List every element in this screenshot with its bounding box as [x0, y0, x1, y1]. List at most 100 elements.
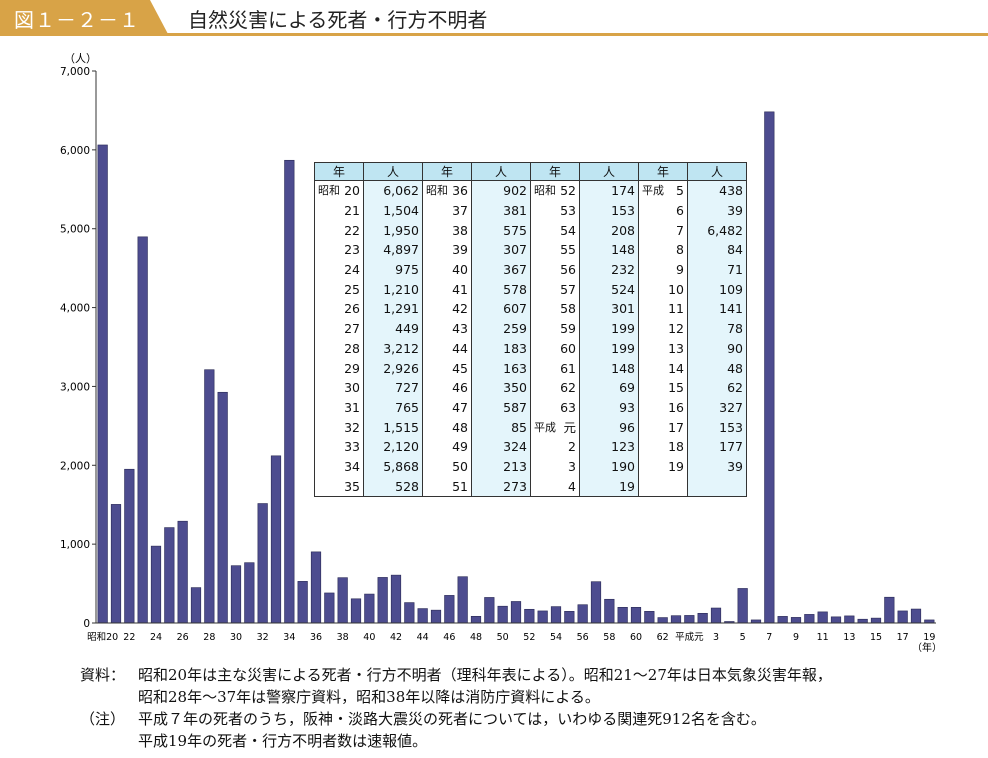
x-tick-label: 48 — [470, 632, 482, 643]
x-tick-label: 11 — [817, 632, 829, 643]
table-cell-year: 昭和 52 — [530, 180, 580, 201]
table-cell-people: 5,868 — [363, 456, 423, 477]
year-number: 52 — [560, 183, 576, 199]
year-number: 11 — [668, 301, 684, 317]
table-row: 34 5,868 50 213 3 190 19 39 — [314, 456, 747, 477]
era-label: 平成 — [534, 420, 556, 434]
bar-11 — [817, 611, 828, 624]
year-number: 4 — [568, 478, 576, 494]
table-cell-year: 3 — [530, 456, 580, 477]
table-cell-year: 61 — [530, 358, 580, 378]
table-cell-people: 259 — [471, 318, 531, 339]
year-number: 元 — [563, 419, 576, 435]
bar-12 — [830, 616, 842, 624]
x-tick-label: 5 — [740, 632, 746, 643]
table-row: 26 1,291 42 607 58 301 11 141 — [314, 299, 747, 319]
table-cell-year: 23 — [314, 240, 364, 260]
table-cell-year: 平成 5 — [638, 180, 688, 201]
x-tick-label: 32 — [257, 632, 269, 643]
x-tick-label: 13 — [843, 632, 855, 643]
bar-25 — [164, 527, 175, 624]
x-tick-label: 19 — [923, 632, 935, 643]
year-number: 12 — [668, 321, 684, 337]
table-cell-people: 528 — [363, 476, 423, 498]
table-cell-year: 58 — [530, 299, 580, 319]
x-tick-label: 38 — [337, 632, 349, 643]
table-row: 28 3,212 44 183 60 199 13 90 — [314, 338, 747, 359]
bar-35 — [297, 581, 308, 624]
year-number: 38 — [452, 222, 468, 238]
year-number: 57 — [560, 281, 576, 297]
bar-16 — [884, 596, 895, 624]
year-number: 30 — [344, 380, 360, 396]
x-tick-label: 30 — [230, 632, 242, 643]
bar-14 — [857, 618, 868, 624]
table-cell-year: 17 — [638, 417, 688, 437]
table-cell-people: 84 — [687, 240, 747, 260]
table-cell-people: 71 — [687, 259, 747, 280]
x-tick-label: 15 — [870, 632, 882, 643]
table-cell-people: 975 — [363, 259, 423, 280]
year-number: 17 — [668, 419, 684, 435]
source-text-1: 昭和20年は主な災害による死者・行方不明者（理科年表による）。昭和21～27年は… — [138, 666, 832, 684]
bar-22 — [124, 468, 135, 624]
table-cell-people: 90 — [687, 338, 747, 359]
table-header-year: 年 — [530, 162, 580, 181]
table-cell-year: 19 — [638, 456, 688, 477]
table-cell-people: 607 — [471, 299, 531, 319]
notes: 資料： 昭和20年は主な災害による死者・行方不明者（理科年表による）。昭和21～2… — [80, 664, 832, 752]
table-row: 33 2,120 49 324 2 123 18 177 — [314, 436, 747, 457]
source-line-1: 資料： 昭和20年は主な災害による死者・行方不明者（理科年表による）。昭和21～2… — [80, 664, 832, 686]
era-label: 昭和 — [426, 184, 448, 198]
bar-41 — [377, 577, 388, 624]
bar-7 — [764, 111, 775, 624]
table-cell-people: 85 — [471, 417, 531, 437]
table-cell-year: 24 — [314, 259, 364, 280]
x-tick-label: 36 — [310, 632, 322, 643]
table-row: 31 765 47 587 63 93 16 327 — [314, 397, 747, 418]
bar-57 — [590, 581, 602, 624]
table-cell-people: 39 — [687, 200, 747, 221]
year-number: 50 — [452, 458, 468, 474]
era-label: 平成 — [642, 184, 664, 198]
table-cell-people: 190 — [579, 456, 639, 477]
table-cell-people: 6,062 — [363, 180, 423, 201]
year-number: 9 — [676, 262, 684, 278]
bar-36 — [310, 551, 322, 624]
table-cell-year: 30 — [314, 377, 364, 398]
table-cell-people: 208 — [579, 220, 639, 241]
bar-2 — [697, 612, 708, 624]
table-cell-year: 12 — [638, 318, 688, 339]
bar-63 — [670, 615, 682, 624]
table-cell-year: 昭和 20 — [314, 180, 364, 201]
year-number: 6 — [676, 203, 684, 219]
table-cell-people: 163 — [471, 358, 531, 378]
note-label: （注） — [80, 710, 126, 728]
year-number: 39 — [452, 242, 468, 258]
bar-39 — [350, 598, 362, 624]
year-number: 48 — [452, 419, 468, 435]
bar-54 — [550, 606, 562, 624]
table-cell-year: 33 — [314, 436, 364, 457]
table-cell-people: 765 — [363, 397, 423, 418]
year-number: 22 — [344, 222, 360, 238]
x-tick-label: 52 — [523, 632, 535, 643]
table-cell-year: 39 — [422, 240, 472, 260]
year-number: 19 — [668, 458, 684, 474]
table-cell-people: 19 — [579, 476, 639, 498]
data-table: 年人年人年人年人 昭和 20 6,062 昭和 36 902 昭和 52 174 平成 5 438 21… — [314, 162, 747, 498]
year-number: 20 — [344, 183, 360, 199]
bar-33 — [270, 455, 282, 624]
bar-40 — [364, 593, 375, 624]
x-tick-label: 42 — [390, 632, 402, 643]
y-tick-label: 3,000 — [60, 381, 90, 393]
table-cell-year: 14 — [638, 358, 688, 378]
table-cell-people: 438 — [687, 180, 747, 201]
year-number: 61 — [560, 360, 576, 376]
year-number: 29 — [344, 360, 360, 376]
year-number: 23 — [344, 242, 360, 258]
table-cell-year: 2 — [530, 436, 580, 457]
table-cell-year: 55 — [530, 240, 580, 260]
bar-46 — [444, 595, 455, 624]
year-number: 44 — [452, 340, 468, 356]
